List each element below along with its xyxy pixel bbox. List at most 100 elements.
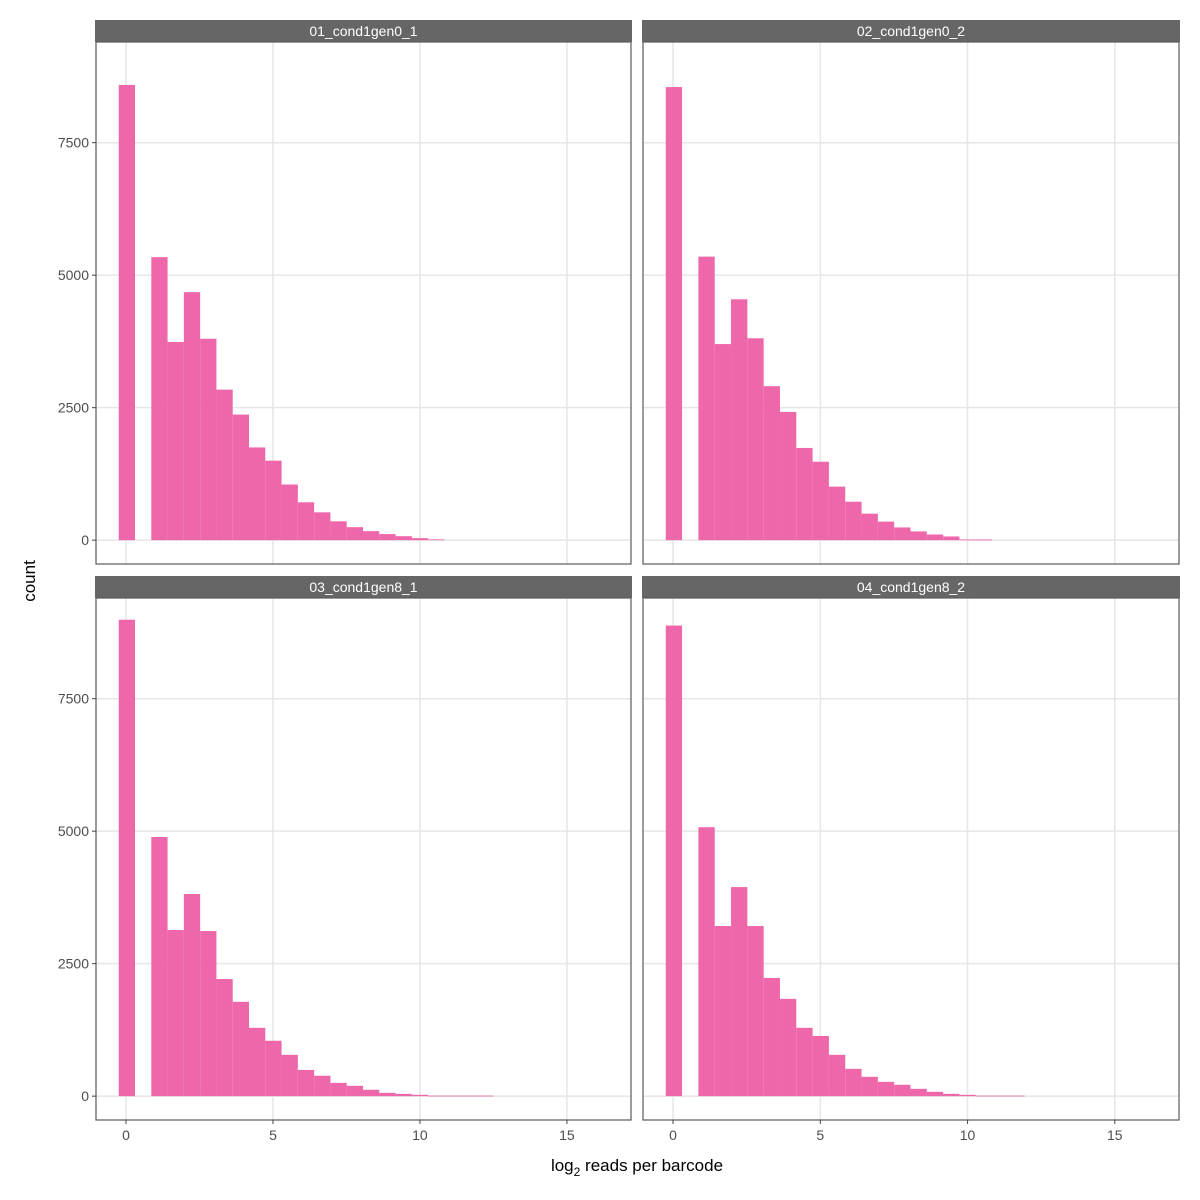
y-tick-label: 7500 <box>58 135 89 151</box>
histogram-bar <box>314 1075 331 1097</box>
y-tick-label: 2500 <box>58 956 89 972</box>
y-tick-label: 5000 <box>58 267 89 283</box>
histogram-bar <box>665 87 683 541</box>
histogram-bar <box>428 539 445 541</box>
facet-panel: 04_cond1gen8_2 0 5 10 15 <box>642 576 1180 1143</box>
histogram-bar <box>346 1085 364 1097</box>
y-tick-label: 7500 <box>58 691 89 707</box>
histogram-bar <box>910 531 927 541</box>
panel-border <box>642 41 1180 565</box>
facet-strip-label: 02_cond1gen0_2 <box>857 23 965 39</box>
x-tick-label: 0 <box>122 1127 130 1143</box>
histogram-bar <box>363 1089 380 1097</box>
histogram-bar <box>297 1069 315 1097</box>
panel-border <box>642 597 1180 1121</box>
x-tick-label: 0 <box>669 1127 677 1143</box>
facet-panel: 03_cond1gen8_1 0 2500 5000 7500 0 5 10 15 <box>58 576 632 1143</box>
facet-strip-label: 03_cond1gen8_1 <box>309 579 417 595</box>
x-tick-label: 5 <box>269 1127 277 1143</box>
x-tick-label: 5 <box>816 1127 824 1143</box>
histogram-bar <box>411 538 429 541</box>
histogram-bar <box>216 979 233 1097</box>
facet-panel: 02_cond1gen0_2 <box>642 20 1180 565</box>
histogram-bar <box>926 1091 944 1097</box>
histogram-bar <box>812 461 829 541</box>
histogram-bar <box>796 1027 813 1097</box>
histogram-bar <box>281 484 298 541</box>
facet-strip-label: 01_cond1gen0_1 <box>309 23 417 39</box>
histogram-bar <box>714 926 732 1097</box>
histogram-bar <box>183 292 201 541</box>
histogram-bar <box>861 1076 878 1097</box>
histogram-bar <box>828 1054 846 1097</box>
histogram-bar <box>118 619 136 1097</box>
histogram-bar <box>330 521 347 541</box>
x-axis-title: log2 reads per barcode <box>551 1156 723 1179</box>
histogram-bar <box>959 1094 976 1097</box>
y-axis-title: count <box>20 560 39 602</box>
histogram-bar <box>151 257 168 541</box>
histogram-bar <box>265 460 282 541</box>
histogram-bar <box>200 931 217 1097</box>
histogram-bar <box>346 527 364 541</box>
histogram-bar <box>297 502 315 541</box>
histogram-bar <box>395 536 412 541</box>
y-tick-label: 2500 <box>58 400 89 416</box>
histogram-bar <box>167 341 184 541</box>
histogram-bar <box>763 977 780 1097</box>
histogram-bar <box>894 527 911 541</box>
histogram-bar <box>314 512 331 541</box>
histogram-bar <box>861 513 878 541</box>
x-tick-label: 10 <box>960 1127 976 1143</box>
histogram-bar <box>796 447 813 541</box>
histogram-bar <box>747 338 764 541</box>
histogram-bar <box>118 84 136 541</box>
histogram-bar <box>232 1001 250 1097</box>
histogram-bar <box>1008 1095 1025 1097</box>
histogram-bar <box>379 1092 396 1097</box>
histogram-bar <box>395 1093 412 1097</box>
histogram-bar <box>992 1095 1009 1097</box>
histogram-bar <box>714 344 732 541</box>
facet-strip-label: 04_cond1gen8_2 <box>857 579 965 595</box>
histogram-bar <box>363 531 380 541</box>
facet-strip <box>95 20 632 42</box>
histogram-bar <box>249 1027 266 1097</box>
histogram-bar <box>698 256 715 541</box>
histogram-bar <box>731 299 748 541</box>
histogram-bar <box>167 930 184 1097</box>
histogram-bar <box>183 893 201 1097</box>
histogram-bar <box>779 998 797 1097</box>
histogram-bar <box>943 536 960 541</box>
histogram-bar <box>460 1095 477 1097</box>
histogram-bar <box>330 1082 347 1097</box>
histogram-bar <box>476 1095 494 1097</box>
histogram-bar <box>845 1068 862 1097</box>
histogram-bar <box>379 534 396 541</box>
facet-strip <box>95 576 632 598</box>
histogram-bar <box>200 338 217 541</box>
facet-strip <box>642 20 1180 42</box>
facet-panels: 01_cond1gen0_1 0 2500 5000 7500 02_cond1gen0_… <box>58 20 1180 1143</box>
histogram-bar <box>763 386 780 541</box>
histogram-bar <box>812 1036 829 1097</box>
histogram-bar <box>975 1095 993 1097</box>
histogram-bar <box>232 414 250 541</box>
histogram-bar <box>975 539 993 541</box>
histogram-bar <box>428 1095 445 1097</box>
histogram-bar <box>249 447 266 541</box>
x-tick-label: 15 <box>559 1127 575 1143</box>
histogram-bar <box>845 501 862 541</box>
x-tick-label: 10 <box>412 1127 428 1143</box>
histogram-bar <box>151 837 168 1097</box>
histogram-bar <box>779 411 797 541</box>
histogram-bar <box>216 389 233 541</box>
histogram-bar <box>910 1088 927 1097</box>
histogram-bar <box>828 486 846 541</box>
panel-border <box>95 597 632 1121</box>
histogram-bar <box>747 926 764 1097</box>
facet-panel: 01_cond1gen0_1 0 2500 5000 7500 <box>58 20 632 565</box>
histogram-bar <box>877 1081 895 1097</box>
histogram-bar <box>894 1084 911 1097</box>
